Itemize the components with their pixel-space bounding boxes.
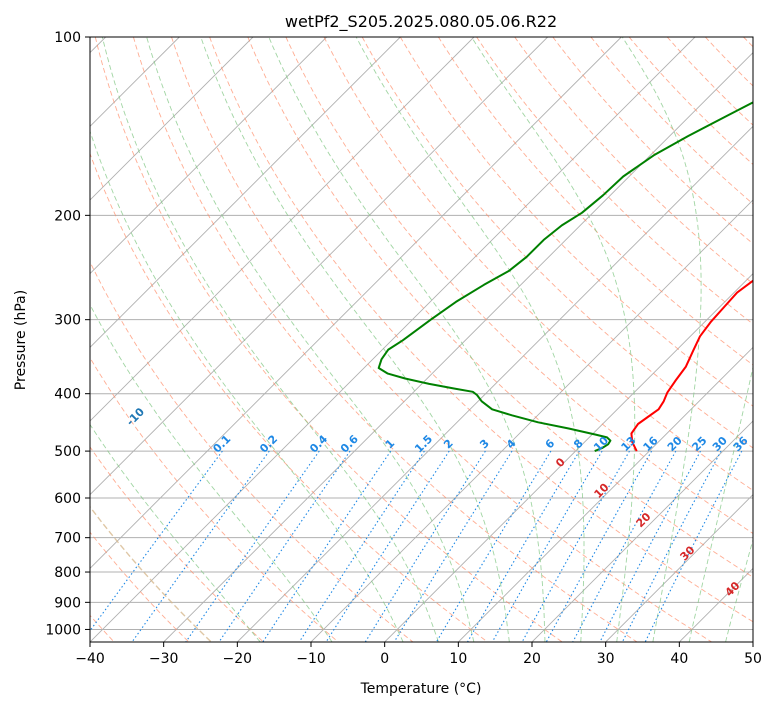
dry-adiabats (90, 37, 753, 642)
temperature-line (630, 279, 753, 452)
mixing-ratio-line (599, 450, 701, 642)
x-tick-label: 40 (670, 651, 688, 667)
dry-adiabat-line (438, 37, 753, 366)
moist-adiabat-line (101, 37, 439, 642)
x-axis: −40 −30 −20 −10 0 10 20 30 40 50 (75, 642, 762, 667)
dry-adiabat-line (285, 37, 753, 534)
isotherm-line (384, 273, 753, 642)
isotherm-line (90, 37, 475, 422)
x-tick-label: −20 (223, 651, 253, 667)
x-tick-label: 30 (597, 651, 615, 667)
y-tick-label: 100 (54, 30, 81, 46)
dry-adiabat-line (90, 446, 264, 642)
mixing-ratio-line (364, 450, 486, 642)
isotherm-line (90, 37, 254, 201)
mixing-ratio-line (435, 450, 552, 642)
moist-adiabat-line (621, 37, 702, 642)
dry-adiabat-line (247, 37, 753, 578)
y-tick-label: 900 (54, 595, 81, 611)
mixing-ratio-line (393, 450, 513, 642)
mixing-ratio-line (218, 450, 351, 642)
dry-adiabat-line (514, 37, 753, 285)
dry-adiabat-line (209, 37, 753, 623)
mixing-ratio-line (521, 450, 630, 642)
sounding-series (377, 101, 753, 453)
mixing-ratio-lines (90, 450, 743, 642)
y-tick-label: 600 (54, 491, 81, 507)
isobar-gridlines (90, 37, 753, 630)
reference-curve (90, 505, 212, 642)
y-tick-label: 400 (54, 387, 81, 403)
dry-adiabat-line (94, 37, 563, 642)
y-tick-label: 300 (54, 313, 81, 329)
reference-curves (90, 505, 212, 642)
x-tick-label: 10 (449, 651, 467, 667)
y-tick-label: 800 (54, 565, 81, 581)
chart-title: wetPf2_S205.2025.080.05.06.R22 (285, 12, 557, 32)
mixing-ratio-line (545, 450, 653, 642)
mixing-ratio-line (185, 450, 320, 642)
skewed-isotherms (90, 37, 753, 642)
isotherm-line (163, 52, 753, 642)
y-axis: 100 200 300 400 500 600 700 800 900 1000 (45, 30, 90, 638)
isotherm-line (531, 420, 753, 642)
moist-adiabat-line (90, 129, 404, 642)
mixing-ratio-line (491, 450, 603, 642)
dry-adiabat-line (90, 261, 414, 642)
isotherm-line (90, 37, 548, 496)
x-tick-label: −10 (296, 651, 326, 667)
x-tick-label: −40 (75, 651, 105, 667)
y-tick-label: 1000 (45, 622, 81, 638)
plot-area: 0.10.20.40.611.52346810131620253036-100-… (90, 37, 753, 642)
moist-adiabat-line (90, 423, 261, 642)
moist-adiabat-line (355, 37, 585, 642)
moist-adiabat-line (200, 37, 510, 642)
mixing-ratio-line (131, 450, 270, 642)
y-tick-label: 500 (54, 444, 81, 460)
moist-adiabat-line (90, 303, 333, 642)
dry-adiabat-line (399, 37, 753, 407)
x-tick-label: 0 (380, 651, 389, 667)
x-tick-label: 20 (523, 651, 541, 667)
isotherm-line (90, 37, 696, 642)
y-tick-label: 700 (54, 531, 81, 547)
mixing-ratio-line (572, 450, 677, 642)
isotherm-line (90, 37, 401, 348)
moist-adiabat-line (146, 37, 475, 642)
mixing-ratio-line (621, 450, 722, 642)
y-tick-label: 200 (54, 208, 81, 224)
isotherm-line (90, 37, 327, 275)
plot-frame (89, 36, 754, 643)
dry-adiabat-line (323, 37, 753, 491)
y-axis-label: Pressure (hPa) (13, 290, 29, 390)
isotherm-line (237, 125, 753, 642)
moist-adiabat-line (688, 365, 753, 642)
dewpoint-line (377, 101, 753, 453)
isotherm-line (458, 346, 753, 642)
dry-adiabat-line (171, 37, 712, 642)
moist-adiabat-line (725, 538, 753, 642)
isotherm-line (605, 494, 753, 642)
dry-adiabat-line (628, 37, 753, 166)
x-axis-label: Temperature (°C) (360, 681, 482, 697)
x-tick-label: −30 (149, 651, 179, 667)
moist-adiabats (90, 37, 753, 642)
dry-adiabat-line (132, 37, 638, 642)
dry-adiabat-line (552, 37, 753, 245)
mixing-ratio-line (467, 450, 580, 642)
x-tick-label: 50 (744, 651, 762, 667)
dry-adiabat-line (361, 37, 753, 449)
moist-adiabat-line (268, 37, 546, 642)
